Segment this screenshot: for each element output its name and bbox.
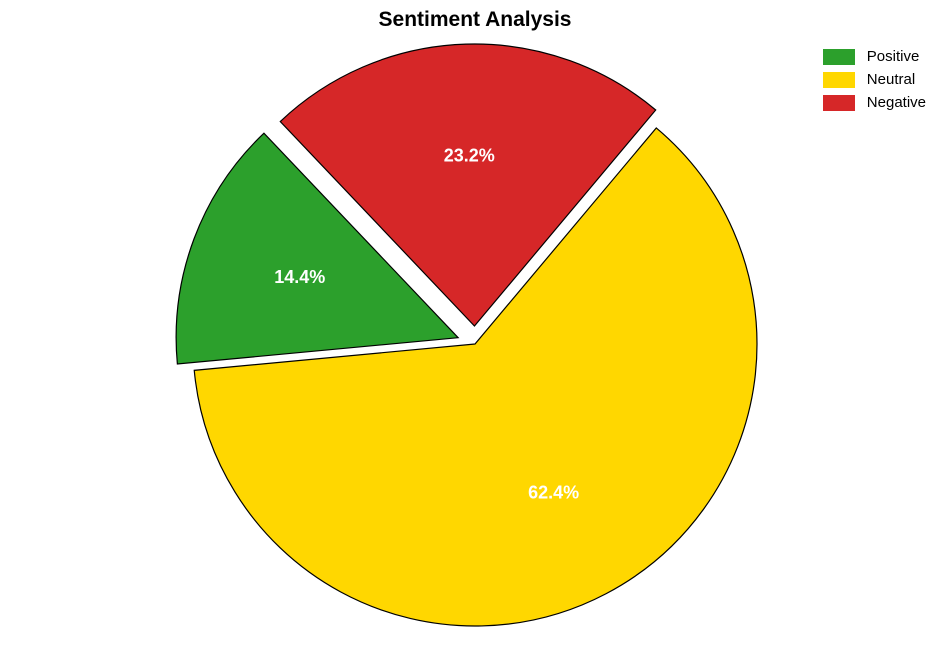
- legend-item-neutral: Neutral: [823, 71, 926, 88]
- legend-label-positive: Positive: [867, 48, 920, 65]
- legend-label-neutral: Neutral: [867, 71, 915, 88]
- pie-label-neutral: 62.4%: [528, 483, 579, 503]
- legend-swatch-negative: [823, 95, 855, 111]
- pie-label-positive: 14.4%: [274, 267, 325, 287]
- legend-swatch-neutral: [823, 72, 855, 88]
- pie-svg: 23.2% 14.4% 62.4%: [0, 0, 950, 662]
- pie-label-negative: 23.2%: [444, 146, 495, 166]
- legend-item-negative: Negative: [823, 94, 926, 111]
- sentiment-pie-chart: Sentiment Analysis 23.2%14.4%62.4% Posit…: [0, 0, 950, 662]
- legend-item-positive: Positive: [823, 48, 926, 65]
- legend-swatch-positive: [823, 49, 855, 65]
- legend-label-negative: Negative: [867, 94, 926, 111]
- legend: Positive Neutral Negative: [823, 48, 926, 117]
